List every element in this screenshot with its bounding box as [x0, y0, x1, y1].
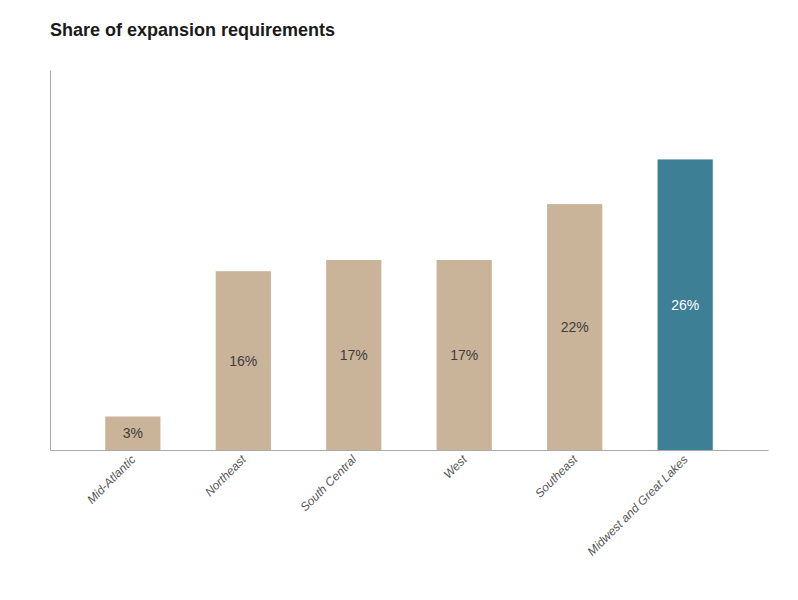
x-tick-label: South Central — [297, 452, 359, 514]
x-axis-line — [51, 450, 769, 451]
bar — [658, 159, 713, 450]
chart: Share of expansion requirements Mid-Atlan… — [0, 0, 798, 600]
data-label: 17% — [450, 347, 478, 363]
data-label: 16% — [229, 353, 257, 369]
x-tick-label: Mid-Atlantic — [84, 452, 138, 506]
bar — [547, 204, 602, 450]
x-tick: Midwest and Great Lakes — [585, 450, 691, 559]
data-label: 26% — [671, 297, 699, 313]
x-axis: Mid-Atlantic Northeast South Central West So… — [51, 450, 769, 559]
x-tick-label: Southeast — [532, 452, 581, 501]
x-tick: Southeast — [532, 450, 581, 501]
x-tick-label: West — [441, 452, 471, 482]
title: Share of expansion requirements — [50, 20, 335, 40]
x-tick: Northeast — [202, 450, 249, 499]
y-axis-line — [50, 71, 51, 451]
bars — [105, 159, 713, 450]
x-tick-label: Northeast — [202, 452, 249, 499]
bar — [105, 416, 160, 450]
y-axis — [50, 71, 51, 451]
bar — [216, 271, 271, 450]
x-tick-label: Midwest and Great Lakes — [585, 452, 691, 558]
plot: Mid-Atlantic Northeast South Central West So… — [51, 71, 769, 559]
x-tick: Mid-Atlantic — [84, 450, 138, 507]
data-label: 22% — [561, 319, 589, 335]
x-tick: West — [441, 450, 471, 481]
x-tick: South Central — [297, 450, 359, 514]
bar — [326, 260, 381, 450]
data-label: 3% — [123, 425, 143, 441]
data-labels: 3% 16% 17% 17% 22% 26% — [123, 297, 699, 442]
data-label: 17% — [340, 347, 368, 363]
bar — [437, 260, 492, 450]
